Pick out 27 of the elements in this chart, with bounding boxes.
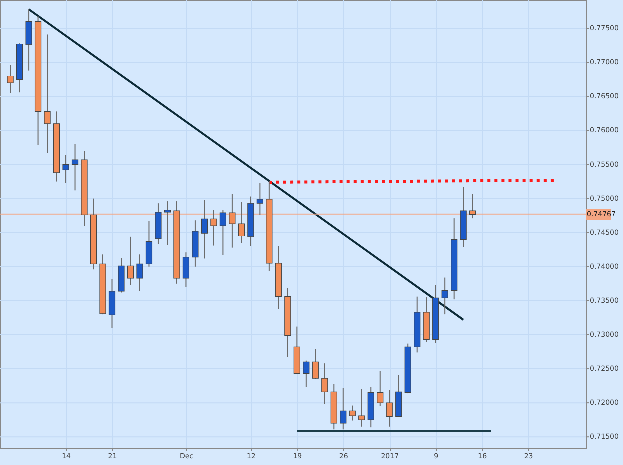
candlestick (182, 252, 190, 288)
candlestick (386, 390, 393, 428)
candlestick (256, 182, 264, 216)
candlestick (377, 370, 384, 407)
candlestick (303, 360, 310, 388)
candlestick (470, 194, 476, 220)
candlestick (201, 200, 208, 260)
candlestick (229, 194, 236, 248)
candlestick (146, 220, 153, 268)
candlestick (220, 210, 226, 256)
candlestick (127, 236, 134, 286)
candlestick (62, 154, 70, 184)
candlestick (349, 405, 356, 422)
candlestick (136, 254, 144, 292)
candlestick (322, 363, 328, 405)
candlestick (312, 348, 319, 380)
candlestick (44, 34, 51, 154)
candlestick (210, 210, 218, 246)
candlestick (108, 278, 116, 329)
candlestick (7, 64, 14, 94)
candlestick (340, 388, 347, 430)
candlestick (72, 144, 79, 192)
candlestick (442, 277, 448, 316)
candlestick (26, 9, 32, 72)
candlestick (238, 202, 245, 244)
candlestick (164, 201, 172, 246)
candlestick (358, 388, 366, 428)
